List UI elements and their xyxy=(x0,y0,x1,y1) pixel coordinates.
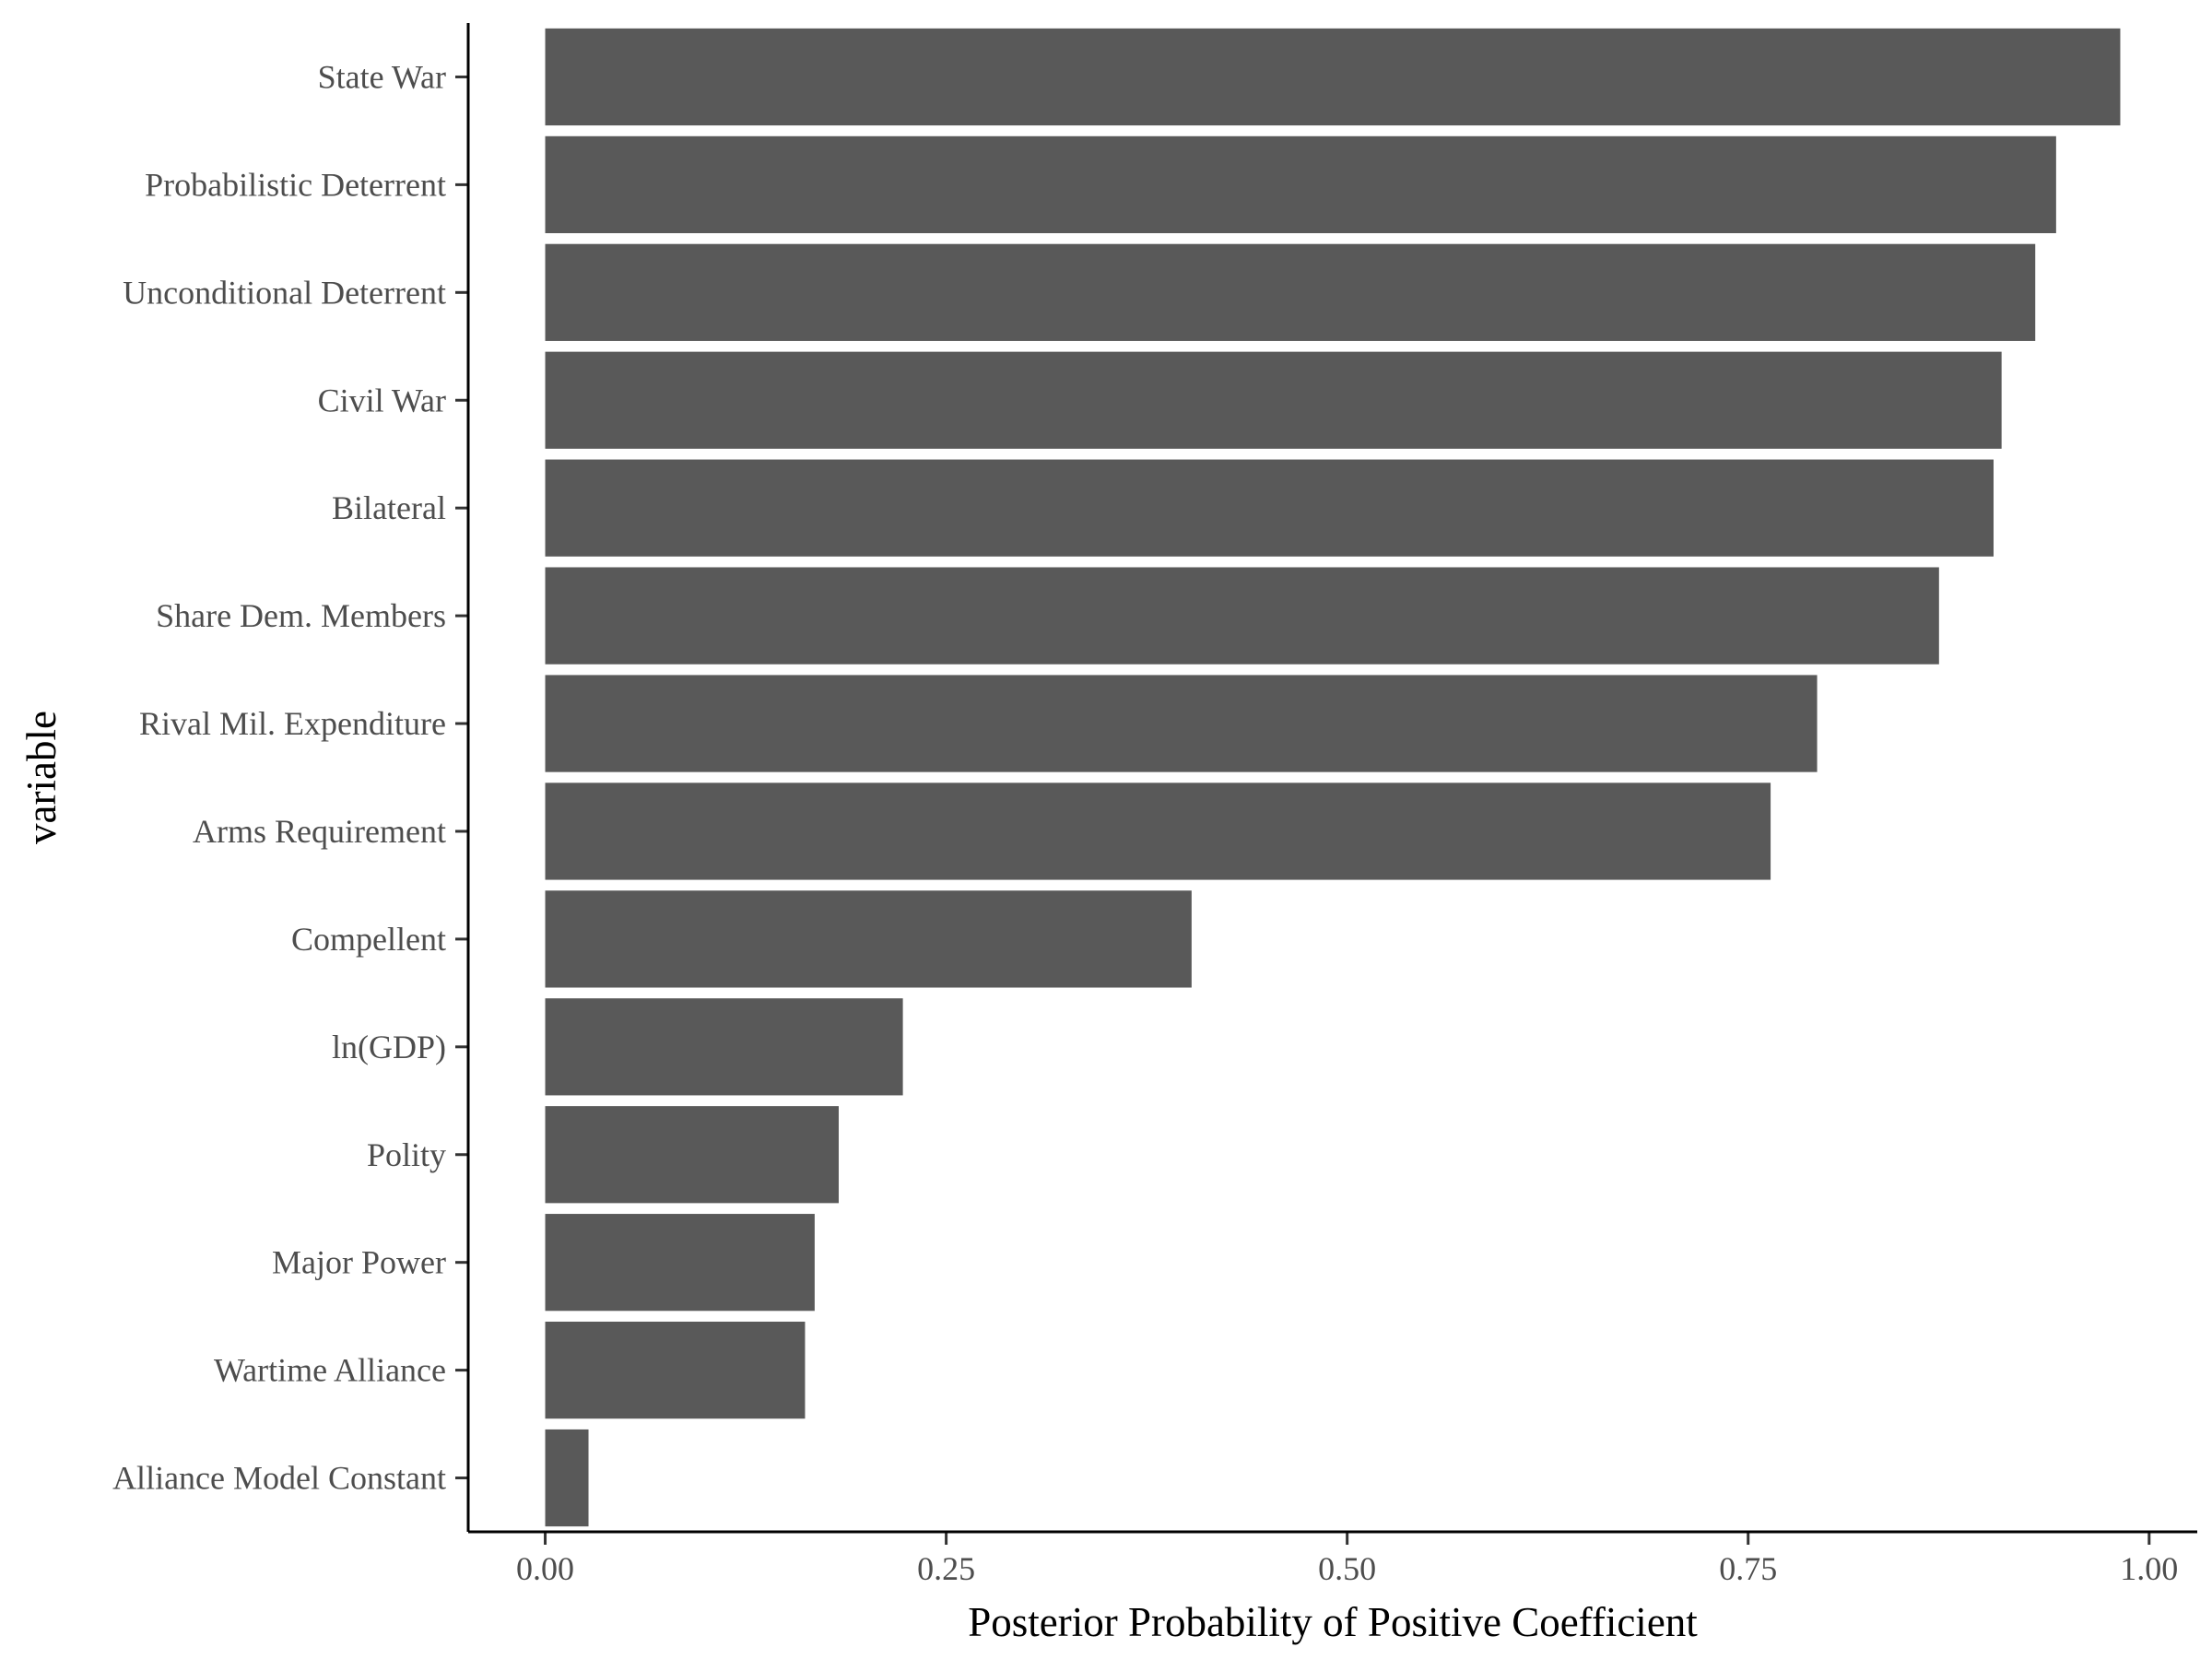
y-tick-label: State War xyxy=(318,58,446,95)
bar-7 xyxy=(545,782,1771,880)
bar-12 xyxy=(545,1321,806,1419)
bar-6 xyxy=(545,675,1818,772)
y-tick-label: Arms Requirement xyxy=(193,813,446,850)
x-axis-title: Posterior Probability of Positive Coeffi… xyxy=(968,1599,1698,1645)
bar-8 xyxy=(545,890,1192,988)
y-tick-label: Probabilistic Deterrent xyxy=(145,166,446,203)
bar-10 xyxy=(545,1106,839,1204)
bar-2 xyxy=(545,243,2036,341)
y-tick-label: Major Power xyxy=(272,1244,446,1281)
bar-3 xyxy=(545,351,2002,449)
bar-11 xyxy=(545,1214,815,1312)
x-tick-label: 0.25 xyxy=(917,1550,975,1587)
y-axis-title: variable xyxy=(18,711,65,844)
y-tick-label: Rival Mil. Expenditure xyxy=(139,705,446,742)
y-tick-label: Unconditional Deterrent xyxy=(123,274,446,311)
y-tick-label: Alliance Model Constant xyxy=(112,1460,446,1497)
y-axis-ticks: State War Probabilistic Deterrent Uncondit… xyxy=(112,58,468,1497)
bar-5 xyxy=(545,567,1939,665)
y-tick-label: Bilateral xyxy=(332,489,446,526)
y-tick-label: ln(GDP) xyxy=(332,1029,446,1065)
y-tick-label: Share Dem. Members xyxy=(156,597,446,634)
y-tick-label: Wartime Alliance xyxy=(214,1352,446,1389)
bar-4 xyxy=(545,459,1994,557)
y-tick-label: Civil War xyxy=(318,382,446,418)
x-tick-label: 1.00 xyxy=(2120,1550,2178,1587)
y-tick-label: Polity xyxy=(367,1136,446,1173)
bars-group xyxy=(545,28,2121,1527)
x-tick-label: 0.50 xyxy=(1318,1550,1376,1587)
bar-0 xyxy=(545,28,2121,126)
x-tick-label: 0.75 xyxy=(1719,1550,1777,1587)
bar-9 xyxy=(545,998,903,1096)
y-tick-label: Compellent xyxy=(291,921,446,958)
bar-13 xyxy=(545,1429,589,1527)
bar-1 xyxy=(545,135,2056,234)
x-axis-ticks: 0.00 0.25 0.50 0.75 1.00 xyxy=(516,1532,2178,1587)
x-tick-label: 0.00 xyxy=(516,1550,574,1587)
